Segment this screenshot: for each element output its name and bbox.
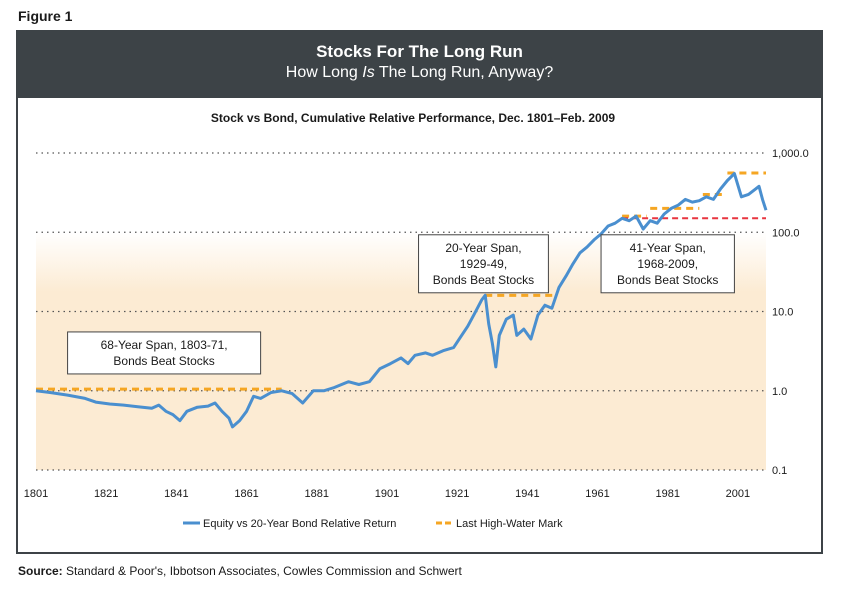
- x-tick-label: 1961: [585, 488, 609, 500]
- annotation-text: 1929-49,: [460, 257, 507, 271]
- x-tick-label: 1821: [94, 488, 118, 500]
- annotation-text: 20-Year Span,: [445, 241, 521, 255]
- source-note: Source: Standard & Poor's, Ibbotson Asso…: [18, 564, 462, 578]
- y-tick-label: 10.0: [772, 307, 793, 319]
- annotation-box-1: [418, 234, 549, 294]
- y-tick-label: 1.0: [772, 386, 787, 398]
- banner-subtitle-em: Is: [362, 64, 375, 81]
- x-tick-label: 1921: [445, 488, 469, 500]
- annotation-text: 1968-2009,: [637, 257, 698, 271]
- annotation-box-0: [67, 331, 262, 375]
- y-tick-label: 1,000.0: [772, 148, 809, 160]
- source-text: Standard & Poor's, Ibbotson Associates, …: [62, 564, 462, 578]
- x-tick-label: 1881: [305, 488, 329, 500]
- x-tick-label: 1941: [515, 488, 539, 500]
- banner-subtitle-post: The Long Run, Anyway?: [374, 64, 554, 81]
- banner-subtitle: How Long Is The Long Run, Anyway?: [18, 64, 821, 82]
- x-tick-label: 2001: [726, 488, 750, 500]
- annotation-box-2: [600, 234, 735, 294]
- annotation-text: Bonds Beat Stocks: [433, 273, 534, 287]
- chart-title: Stock vs Bond, Cumulative Relative Perfo…: [211, 111, 616, 125]
- x-tick-label: 1861: [234, 488, 258, 500]
- x-tick-label: 1981: [655, 488, 679, 500]
- y-tick-label: 0.1: [772, 465, 787, 477]
- x-tick-label: 1801: [24, 488, 48, 500]
- title-banner: Stocks For The Long Run How Long Is The …: [18, 32, 821, 98]
- annotation-text: Bonds Beat Stocks: [617, 273, 718, 287]
- banner-title: Stocks For The Long Run: [316, 42, 523, 61]
- annotation-text: 41-Year Span,: [630, 241, 706, 255]
- annotation-text: 68-Year Span, 1803-71,: [101, 338, 228, 352]
- legend-label-high-water: Last High-Water Mark: [456, 518, 563, 530]
- banner-subtitle-pre: How Long: [285, 64, 363, 81]
- annotation-text: Bonds Beat Stocks: [113, 354, 214, 368]
- x-tick-label: 1841: [164, 488, 188, 500]
- x-tick-label: 1901: [375, 488, 399, 500]
- figure-label: Figure 1: [18, 8, 73, 24]
- y-tick-label: 100.0: [772, 227, 800, 239]
- series-line-equity: [35, 172, 768, 429]
- source-label: Source:: [18, 564, 63, 578]
- legend-label-equity: Equity vs 20-Year Bond Relative Return: [203, 518, 396, 530]
